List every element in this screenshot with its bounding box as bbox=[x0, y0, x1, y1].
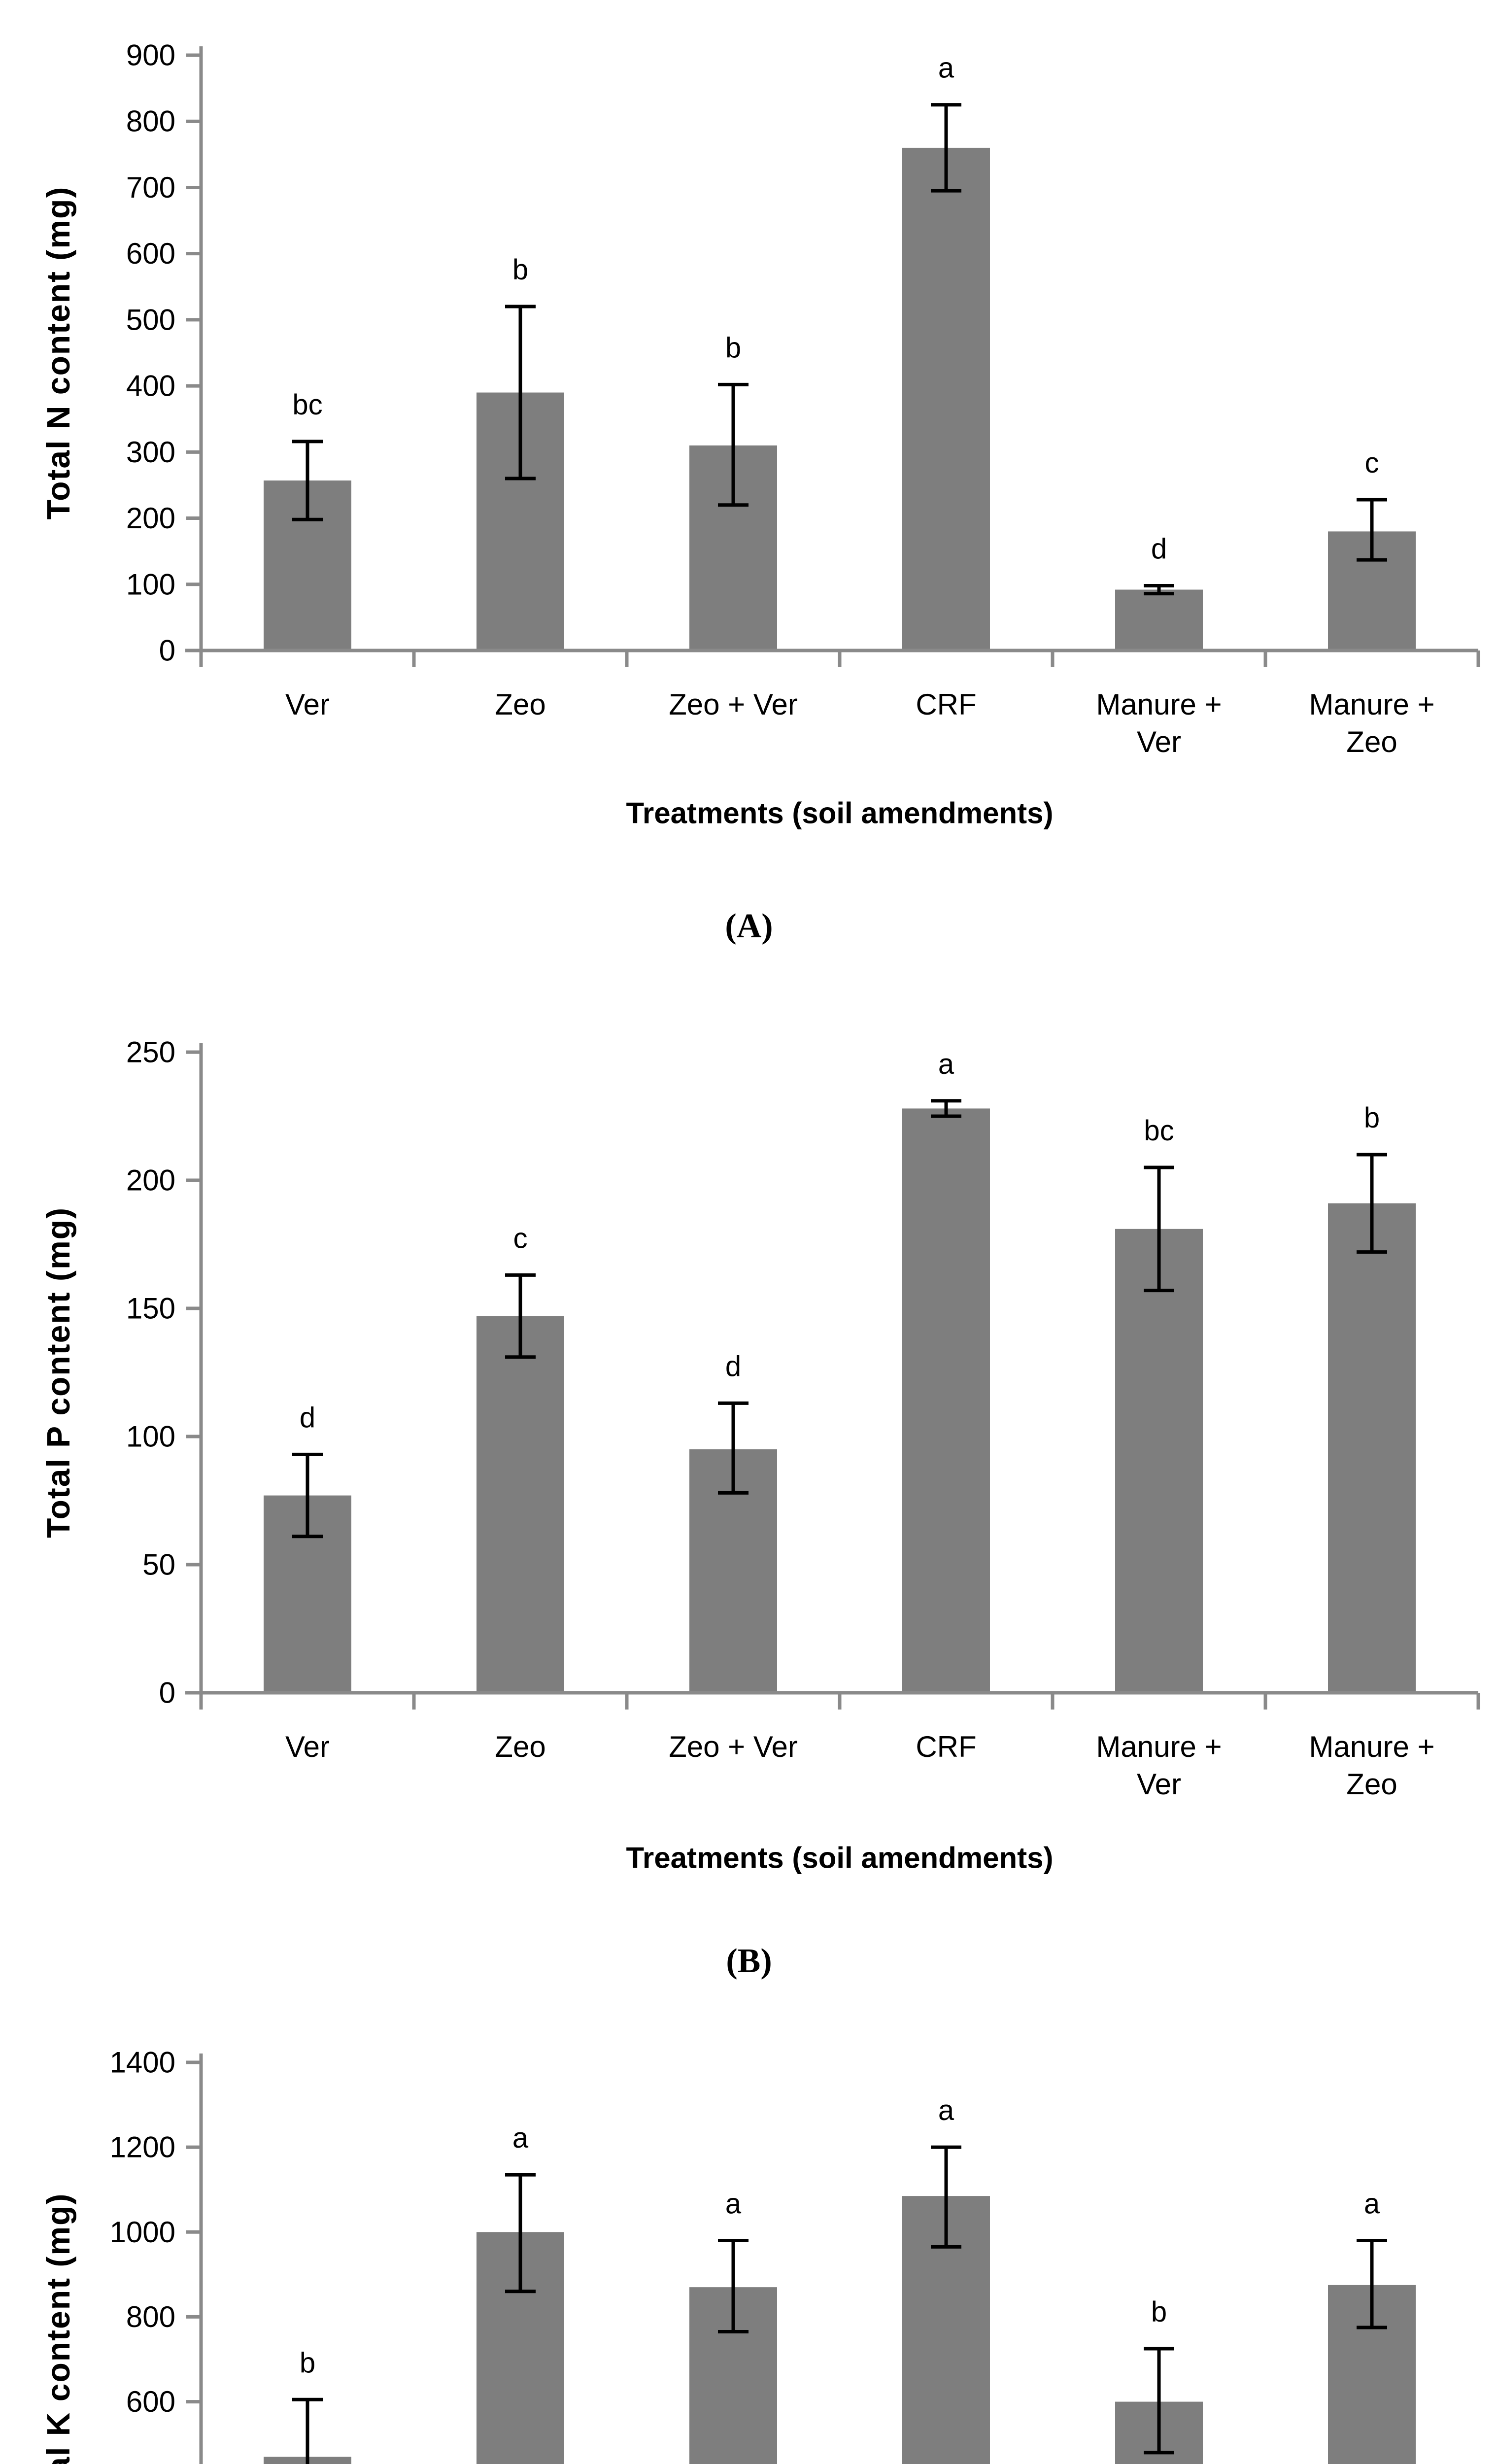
y-tick-labels: 0 50 100 150 200 250 bbox=[126, 1036, 175, 1710]
y-axis-title: Total P content (mg) bbox=[40, 1207, 76, 1538]
y-tick-label: 250 bbox=[126, 1036, 175, 1069]
category-label: Zeo + Ver bbox=[669, 1730, 798, 1763]
sig-letter: d bbox=[725, 1350, 741, 1382]
y-tick-label: 1000 bbox=[110, 2216, 175, 2249]
panel-label: (B) bbox=[726, 1942, 772, 1980]
category-label: Zeo bbox=[1346, 725, 1397, 758]
x-axis-title: Treatments (soil amendments) bbox=[626, 1841, 1054, 1875]
y-tick-label: 100 bbox=[126, 568, 175, 601]
y-tick-label: 700 bbox=[126, 171, 175, 204]
category-label: Zeo bbox=[495, 1730, 545, 1763]
bar-ManureVer bbox=[1115, 589, 1203, 650]
y-tick-label: 0 bbox=[159, 634, 175, 667]
significance-letters: bc b b a d c bbox=[292, 52, 1379, 565]
axes bbox=[185, 46, 1480, 667]
sig-letter: a bbox=[938, 1048, 954, 1080]
category-label: Ver bbox=[285, 688, 330, 721]
sig-letter: a bbox=[938, 2094, 954, 2126]
sig-letter: c bbox=[513, 1222, 528, 1254]
axes bbox=[186, 2053, 203, 2464]
y-tick-label: 0 bbox=[159, 1677, 175, 1710]
y-tick-labels: 0 100 200 300 400 500 600 700 800 900 bbox=[126, 39, 175, 667]
panel-total-k: baaaba0200400600800100012001400VerZeoZeo… bbox=[0, 2030, 1498, 2464]
category-label: Zeo bbox=[1346, 1768, 1397, 1801]
category-label: CRF bbox=[916, 688, 976, 721]
bars bbox=[264, 1108, 1416, 1693]
category-label: Manure + bbox=[1096, 1730, 1222, 1763]
significance-letters: b a a a b a bbox=[300, 2094, 1380, 2379]
y-tick-label: 1200 bbox=[110, 2131, 175, 2164]
axes bbox=[185, 1043, 1480, 1710]
y-axis-title: Total N content (mg) bbox=[40, 186, 76, 520]
y-tick-label: 150 bbox=[126, 1292, 175, 1325]
category-label: Ver bbox=[285, 1730, 330, 1763]
y-axis-title: Total K content (mg) bbox=[40, 2192, 76, 2464]
significance-letters: d c d a bc b bbox=[300, 1048, 1380, 1434]
category-label: Zeo bbox=[495, 688, 545, 721]
bar-CRF bbox=[902, 1108, 990, 1693]
panel-label: (A) bbox=[725, 907, 773, 945]
y-tick-label: 800 bbox=[126, 105, 175, 138]
panel-total-n: bc b b a d c 0 100 200 300 400 500 600 700 800 900 Ver Ze… bbox=[0, 0, 1498, 978]
sig-letter: b bbox=[300, 2347, 315, 2379]
total-k-bar-chart: baaaba0200400600800100012001400VerZeoZeo… bbox=[110, 2046, 1416, 2464]
y-tick-label: 200 bbox=[126, 502, 175, 535]
category-label: Manure + bbox=[1096, 688, 1222, 721]
error-bars bbox=[292, 2145, 1387, 2464]
x-axis-title: Treatments (soil amendments) bbox=[626, 796, 1054, 830]
y-tick-label: 900 bbox=[126, 39, 175, 72]
bars bbox=[264, 147, 1416, 650]
bar-Zeo bbox=[477, 1316, 564, 1693]
sig-letter: bc bbox=[1144, 1115, 1174, 1147]
y-tick-label: 500 bbox=[126, 303, 175, 336]
y-tick-label: 600 bbox=[126, 237, 175, 270]
y-tick-label: 400 bbox=[126, 370, 175, 403]
y-tick-label: 200 bbox=[126, 1164, 175, 1197]
y-tick-label: 300 bbox=[126, 436, 175, 469]
y-tick-label: 50 bbox=[142, 1548, 175, 1581]
sig-letter: b bbox=[1364, 1102, 1380, 1134]
category-label: Ver bbox=[1137, 725, 1181, 758]
sig-letter: a bbox=[512, 2122, 529, 2154]
total-p-bar-chart: d c d a bc b 0 50 100 150 200 250 Ver Zeo Zeo + Ver CRF… bbox=[126, 1036, 1480, 1801]
sig-letter: d bbox=[300, 1402, 315, 1434]
total-n-bar-chart: bc b b a d c 0 100 200 300 400 500 600 700 800 900 Ver Ze… bbox=[126, 39, 1480, 758]
sig-letter: a bbox=[938, 52, 954, 84]
category-labels: Ver Zeo Zeo + Ver CRF Manure + Ver Manure + Zeo bbox=[285, 1730, 1435, 1801]
sig-letter: a bbox=[1364, 2188, 1380, 2220]
bar-CRF bbox=[902, 147, 990, 650]
error-bars bbox=[292, 1099, 1387, 1539]
y-tick-label: 100 bbox=[126, 1420, 175, 1453]
category-label: Manure + bbox=[1309, 688, 1434, 721]
bar-ManureZeo bbox=[1328, 1203, 1416, 1693]
category-label: Manure + bbox=[1309, 1730, 1434, 1763]
category-label: Zeo + Ver bbox=[669, 688, 798, 721]
sig-letter: d bbox=[1151, 533, 1167, 565]
bar-ManureVer bbox=[1115, 1229, 1203, 1693]
sig-letter: b bbox=[512, 254, 528, 286]
y-tick-label: 800 bbox=[126, 2300, 175, 2333]
error-bars bbox=[292, 103, 1387, 596]
y-tick-label: 1400 bbox=[110, 2046, 175, 2079]
category-label: Ver bbox=[1137, 1768, 1181, 1801]
category-label: CRF bbox=[916, 1730, 976, 1763]
sig-letter: b bbox=[1151, 2296, 1167, 2328]
sig-letter: bc bbox=[292, 389, 322, 421]
sig-letter: b bbox=[725, 332, 741, 364]
sig-letter: c bbox=[1365, 447, 1379, 479]
bars bbox=[264, 2196, 1416, 2464]
category-labels: Ver Zeo Zeo + Ver CRF Manure + Ver Manure + Zeo bbox=[285, 688, 1435, 758]
panel-total-p: d c d a bc b 0 50 100 150 200 250 Ver Zeo Zeo + Ver CRF… bbox=[0, 978, 1498, 2030]
y-tick-labels: 0200400600800100012001400 bbox=[110, 2046, 175, 2419]
y-tick-label: 600 bbox=[126, 2385, 175, 2418]
sig-letter: a bbox=[725, 2188, 742, 2220]
